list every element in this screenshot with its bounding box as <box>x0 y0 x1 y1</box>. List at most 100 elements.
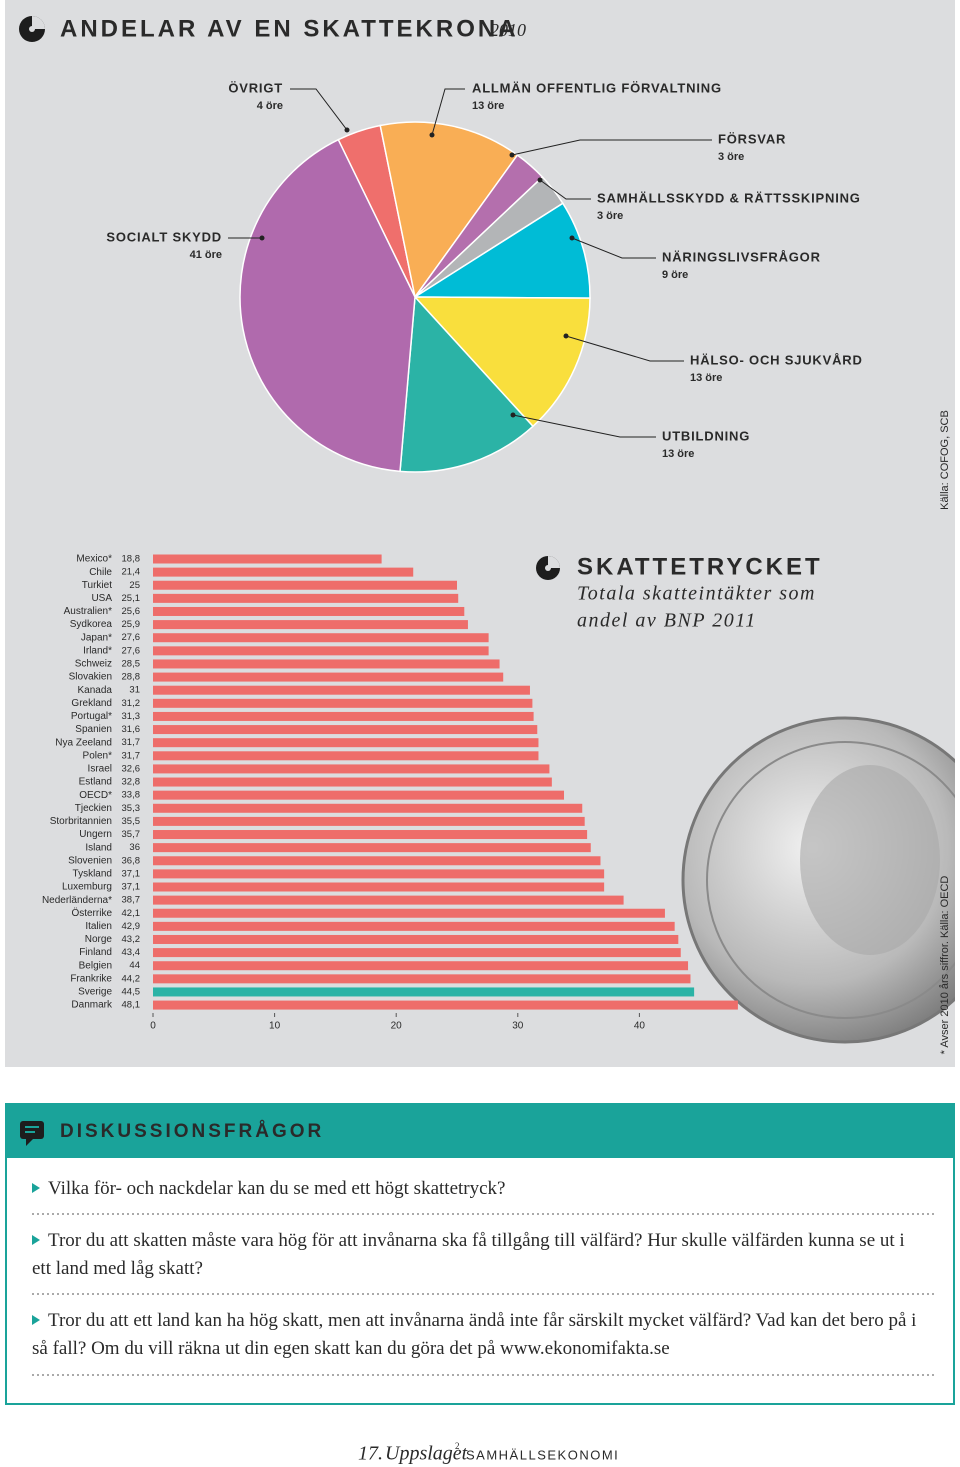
category-label: Island <box>85 842 112 853</box>
leader-dot <box>344 127 350 133</box>
pie-title: ANDELAR AV EN SKATTEKRONA <box>60 15 519 42</box>
value-label: 31,2 <box>122 698 141 709</box>
category-label: Luxemburg <box>62 882 112 893</box>
bar <box>153 725 538 735</box>
value-label: 48,1 <box>122 1000 141 1011</box>
category-label: Spanien <box>75 724 112 735</box>
leader-line <box>565 335 684 362</box>
category-label: Storbritannien <box>50 816 112 827</box>
pie-slice <box>239 138 416 473</box>
bar <box>153 777 552 787</box>
value-label: 28,5 <box>122 658 141 669</box>
pie-slice <box>379 121 519 299</box>
value-label: 28,8 <box>122 672 141 683</box>
bar <box>153 987 695 997</box>
value-label: 33,8 <box>122 790 141 801</box>
category-label: Sydkorea <box>70 619 113 630</box>
category-label: Nederländerna* <box>42 895 112 906</box>
value-label: 43,2 <box>122 934 141 945</box>
value-label: 37,1 <box>122 868 141 879</box>
slice-label: NÄRINGSLIVSFRÅGOR <box>662 249 821 264</box>
category-label: Polen* <box>83 750 113 761</box>
leader-line <box>512 414 656 438</box>
bar <box>153 659 500 669</box>
pie-subtitle: 2010 <box>490 20 526 40</box>
bar <box>153 895 624 905</box>
value-label: 21,4 <box>122 567 141 578</box>
question: Tror du att ett land kan ha hög skatt, m… <box>32 1307 927 1363</box>
bar <box>153 764 550 774</box>
pie-slice <box>399 295 534 473</box>
leader-line <box>511 139 712 156</box>
bar <box>153 751 539 761</box>
slice-value-label: 13 öre <box>472 100 504 112</box>
value-label: 25,6 <box>122 606 141 617</box>
bar <box>153 856 601 866</box>
slice-label: SOCIALT SKYDD <box>106 229 222 244</box>
bar <box>153 672 504 682</box>
footer-section: SAMHÄLLSEKONOMI <box>466 1447 619 1462</box>
category-label: Chile <box>89 567 112 578</box>
category-label: Nya Zeeland <box>55 737 112 748</box>
value-label: 25,9 <box>122 619 141 630</box>
category-label: Irland* <box>83 645 112 656</box>
category-label: Sverige <box>78 987 112 998</box>
value-label: 27,6 <box>122 645 141 656</box>
discussion-title: DISKUSSIONSFRÅGOR <box>60 1121 324 1142</box>
leader-line <box>431 88 465 136</box>
category-label: Kanada <box>78 685 113 696</box>
question: Vilka för- och nackdelar kan du se med e… <box>32 1175 927 1203</box>
category-label: Ungern <box>79 829 112 840</box>
bar <box>153 567 414 577</box>
footer-brand: Uppslaget <box>385 1443 468 1465</box>
value-label: 38,7 <box>122 895 141 906</box>
category-label: Österrike <box>71 907 112 919</box>
slice-label: HÄLSO- OCH SJUKVÅRD <box>690 352 863 367</box>
bar <box>153 685 530 695</box>
value-label: 36 <box>129 842 140 853</box>
bar <box>153 948 681 958</box>
slice-value-label: 13 öre <box>662 448 694 460</box>
value-label: 18,8 <box>122 554 141 565</box>
value-label: 35,5 <box>122 816 141 827</box>
value-label: 31 <box>129 685 140 696</box>
value-label: 35,3 <box>122 803 141 814</box>
value-label: 36,8 <box>122 855 141 866</box>
bar <box>153 961 689 971</box>
bar <box>153 934 679 944</box>
bar-subtitle: Totala skatteintäkter som <box>577 583 816 605</box>
bar <box>153 620 468 630</box>
value-label: 31,7 <box>122 737 141 748</box>
category-label: Belgien <box>79 960 112 971</box>
x-tick-label: 0 <box>150 1021 156 1032</box>
pie-source: Källa: COFOG, SCB <box>939 410 951 510</box>
slice-label: UTBILDNING <box>662 428 750 443</box>
leader-line <box>539 179 591 200</box>
category-label: Norge <box>85 934 113 945</box>
value-label: 31,7 <box>122 750 141 761</box>
slice-value-label: 13 öre <box>690 372 722 384</box>
leader-dot <box>537 177 543 183</box>
category-label: Estland <box>79 777 112 788</box>
bar <box>153 593 459 603</box>
x-tick-label: 30 <box>512 1021 524 1032</box>
bar <box>153 816 585 826</box>
slice-label: ALLMÄN OFFENTLIG FÖRVALTNING <box>472 80 722 95</box>
bar-icon <box>536 556 560 580</box>
bar <box>153 646 489 656</box>
bar <box>153 554 382 564</box>
category-label: Tyskland <box>73 869 112 880</box>
value-label: 43,4 <box>122 947 141 958</box>
category-label: USA <box>91 593 112 604</box>
leader-line <box>290 88 348 131</box>
speech-icon <box>20 1121 44 1146</box>
bar <box>153 830 588 840</box>
leader-dot <box>569 235 575 241</box>
value-label: 25,1 <box>122 593 141 604</box>
pie-icon <box>19 16 45 42</box>
value-label: 31,6 <box>122 724 141 735</box>
category-label: Frankrike <box>70 973 112 984</box>
value-label: 25 <box>129 580 140 591</box>
category-label: Mexico* <box>76 554 112 565</box>
value-label: 37,1 <box>122 882 141 893</box>
